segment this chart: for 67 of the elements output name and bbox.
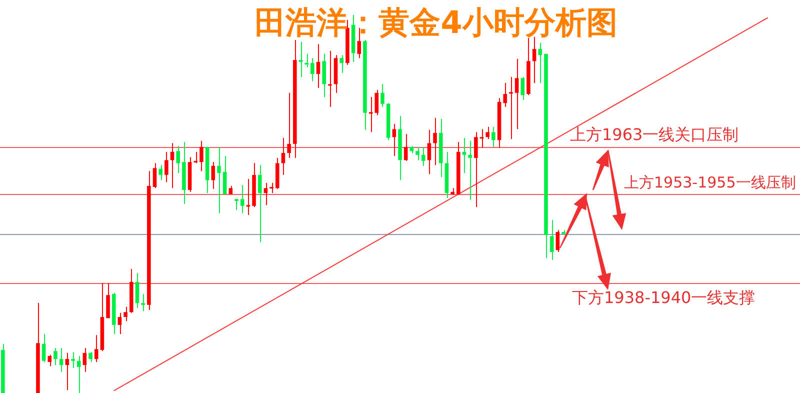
candlestick [281,137,286,176]
candlestick [82,348,87,372]
candlestick [374,89,379,116]
candlestick [538,42,542,84]
candlestick [211,162,216,190]
candlestick [310,58,314,82]
candlestick [135,272,140,308]
candlestick [194,151,198,164]
ref-line-label: 上方1963一线关口压制 [570,125,739,144]
candlestick [416,146,420,161]
candlestick [246,178,250,216]
candlestick [152,162,157,189]
candlestick [48,354,52,367]
candlestick [503,82,508,108]
candlestick [368,96,373,133]
candlestick [556,230,560,253]
candlestick [124,306,128,322]
candlestick [357,27,362,59]
candlestick [514,58,519,130]
candlestick [492,126,496,148]
candlestick [433,117,437,166]
candlestick [71,352,75,369]
candlestick [88,352,92,363]
candlestick [164,151,168,183]
candlestick [217,146,221,214]
candlestick [474,132,478,208]
candlestick [94,334,98,363]
candlestick [509,76,513,140]
chart-title: 田浩洋：黄金4小时分析图 [254,4,618,43]
candlestick [340,54,344,74]
candlestick [520,76,525,101]
candlestick [76,355,81,393]
candlestick [304,53,308,68]
candlestick [532,36,536,84]
candlestick [42,334,46,363]
candlestick [106,282,110,319]
candlestick [200,140,204,172]
candlestick [176,146,180,174]
candlestick [392,123,396,156]
candlestick [158,164,162,181]
candlestick [480,128,484,149]
candlestick [54,348,58,366]
candlestick [234,198,238,211]
candlestick [328,50,332,108]
candlestick [270,182,274,194]
candlestick [264,182,268,206]
candlestick [65,352,70,390]
ref-line-label: 下方1938-1940一线支撑 [572,288,756,308]
candlestick [222,155,227,195]
candlestick [486,126,490,140]
candlestick [427,129,432,175]
candlestick [404,134,408,162]
candlestick [118,312,122,335]
candlestick [258,164,262,243]
candlestick [322,53,326,98]
ref-line-label: 上方1953-1955一线压制 [624,174,796,192]
candlestick [462,137,466,174]
candlestick [298,41,303,78]
candlestick [141,293,145,312]
candlestick [421,146,426,166]
candlestick [59,348,64,372]
candlestick [468,140,472,200]
candlestick [316,44,320,88]
candlestick [240,184,244,214]
candlestick [287,92,291,158]
candlestick [380,84,384,108]
candlestick [550,219,554,260]
